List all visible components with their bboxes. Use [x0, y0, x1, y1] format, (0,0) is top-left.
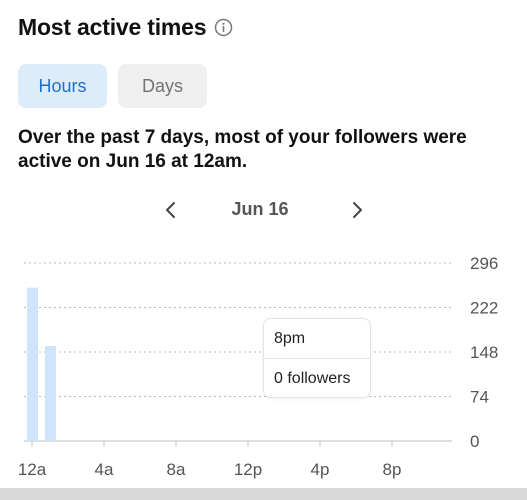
bar [27, 287, 38, 441]
hourly-activity-chart: 296 222 148 74 0 12a 4a 8a 12p 4p 8p [18, 254, 499, 479]
x-tick-label: 4a [95, 460, 114, 479]
x-tick-label: 12p [234, 460, 262, 479]
y-tick-label: 0 [470, 432, 479, 451]
x-tick-label: 8a [167, 460, 186, 479]
bar [45, 345, 56, 441]
page-title: Most active times [18, 14, 207, 40]
x-tick-label: 4p [311, 460, 330, 479]
date-navigator: Jun 16 [0, 195, 527, 225]
period-tabs: Hours Days [18, 64, 207, 108]
chevron-right-icon[interactable] [345, 197, 369, 223]
chart-tooltip: 8pm 0 followers [263, 318, 371, 398]
tab-days[interactable]: Days [118, 64, 207, 108]
chevron-left-icon[interactable] [159, 197, 183, 223]
tooltip-time: 8pm [274, 329, 306, 347]
header: Most active times [18, 14, 233, 41]
summary-text: Over the past 7 days, most of your follo… [18, 127, 467, 172]
y-tick-label: 148 [470, 343, 498, 362]
x-tick-label: 8p [383, 460, 402, 479]
y-tick-label: 74 [470, 388, 489, 407]
bottom-strip [0, 488, 527, 500]
x-tick-label: 12a [18, 460, 47, 479]
date-label: Jun 16 [231, 199, 289, 219]
y-tick-label: 296 [470, 254, 498, 273]
tooltip-divider [264, 358, 370, 359]
tooltip-value: 0 followers [274, 369, 351, 387]
info-circle-icon[interactable] [214, 18, 233, 37]
y-tick-label: 222 [470, 299, 498, 318]
tab-hours[interactable]: Hours [18, 64, 107, 108]
